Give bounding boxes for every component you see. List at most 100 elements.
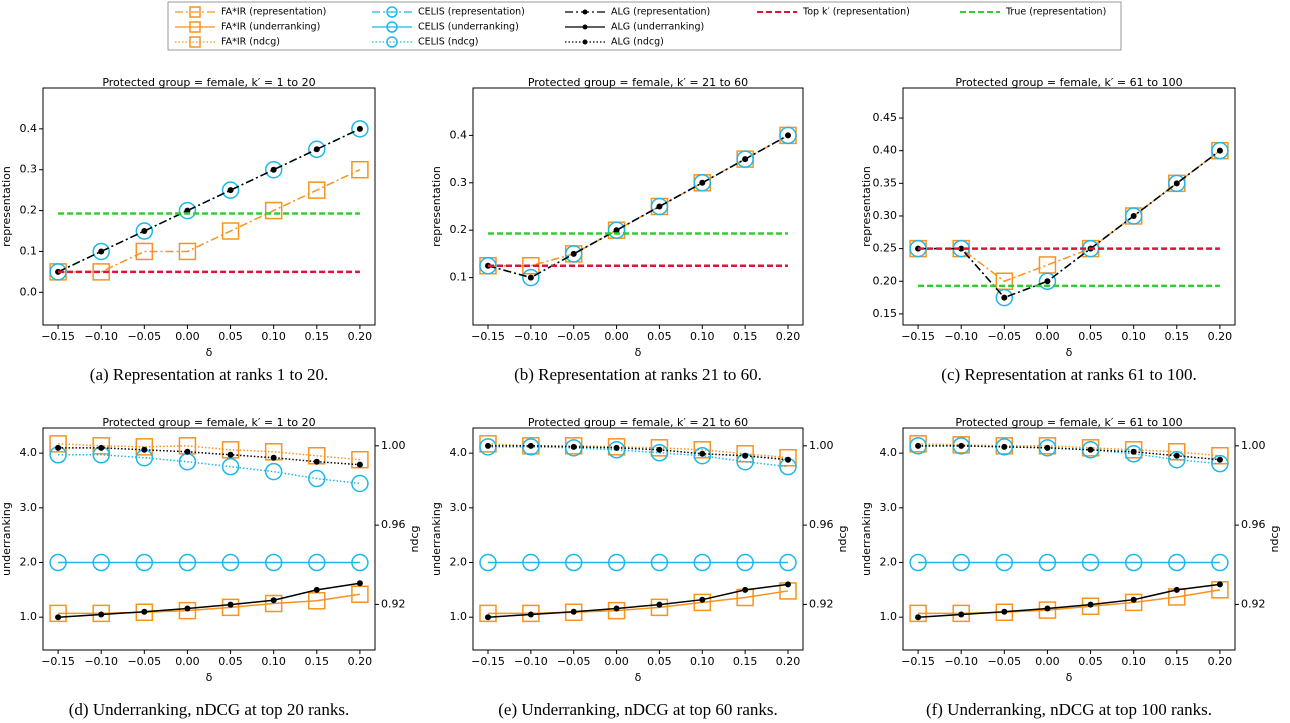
- marker: [742, 452, 749, 459]
- marker: [527, 274, 534, 281]
- x-axis-label: δ: [1066, 346, 1073, 359]
- chart-title: Protected group = female, k′ = 1 to 20: [102, 416, 315, 429]
- marker: [178, 201, 197, 220]
- x-tick-label: −0.15: [41, 330, 75, 343]
- y-axis-label: underranking: [430, 502, 443, 576]
- y-axis-label: representation: [0, 166, 13, 247]
- marker: [135, 242, 154, 261]
- x-tick-label: −0.10: [514, 330, 548, 343]
- plot-frame: [42, 427, 376, 651]
- marker: [650, 598, 669, 617]
- legend-label: CELIS (representation): [418, 7, 525, 18]
- marker: [699, 596, 706, 603]
- marker: [958, 442, 965, 449]
- series-line: [57, 128, 361, 273]
- marker: [351, 160, 369, 179]
- x-tick-label: 0.15: [733, 330, 758, 343]
- legend-label: FA*IR (underranking): [221, 22, 320, 33]
- marker: [995, 553, 1014, 572]
- y-tick-label: 2.0: [450, 556, 468, 569]
- x-tick-label: 0.10: [690, 330, 715, 343]
- marker: [141, 608, 148, 615]
- series-line: [58, 443, 360, 461]
- marker: [522, 268, 540, 287]
- y2-axis-label: ndcg: [1268, 526, 1281, 553]
- legend-label: ALG (underranking): [611, 22, 704, 33]
- y-tick-label: 0.4: [20, 122, 38, 135]
- series-line: [918, 445, 1220, 461]
- marker: [958, 245, 965, 252]
- marker: [227, 451, 234, 458]
- y2-tick-label: 0.96: [1241, 518, 1266, 531]
- marker: [270, 166, 277, 173]
- marker: [564, 553, 583, 572]
- marker: [1087, 446, 1094, 453]
- marker: [656, 203, 663, 210]
- marker: [1124, 207, 1143, 225]
- series-line: [487, 134, 789, 279]
- y2-tick-label: 0.96: [381, 518, 406, 531]
- marker: [522, 553, 540, 572]
- x-tick-label: 0.20: [348, 655, 373, 668]
- x-tick-label: 0.05: [1078, 330, 1103, 343]
- marker: [1168, 450, 1186, 469]
- marker: [736, 150, 754, 168]
- marker: [527, 442, 534, 449]
- marker: [650, 197, 669, 216]
- y-tick-label: 1.0: [20, 610, 38, 623]
- plot-frame: [902, 427, 1236, 651]
- marker: [958, 611, 965, 618]
- series-line: [918, 589, 1221, 615]
- marker: [564, 245, 583, 263]
- marker: [55, 444, 62, 451]
- x-tick-label: 0.00: [604, 655, 629, 668]
- marker: [351, 120, 369, 138]
- marker: [1038, 256, 1057, 274]
- plot-frame: [472, 87, 804, 326]
- marker: [1124, 593, 1143, 612]
- x-tick-label: −0.10: [944, 330, 978, 343]
- marker: [1001, 294, 1008, 301]
- marker: [178, 553, 197, 572]
- marker: [135, 222, 154, 240]
- x-tick-label: −0.05: [127, 330, 161, 343]
- chart-title: Protected group = female, k′ = 21 to 60: [528, 416, 748, 429]
- marker: [141, 446, 148, 453]
- y2-axis-label: ndcg: [836, 526, 849, 553]
- series-line: [488, 446, 789, 468]
- marker: [1044, 278, 1051, 285]
- marker: [178, 242, 197, 261]
- marker: [607, 601, 626, 620]
- marker: [650, 444, 669, 462]
- legend-marker: [386, 21, 398, 33]
- x-tick-label: 0.20: [1208, 655, 1233, 668]
- x-tick-label: −0.05: [127, 655, 161, 668]
- marker: [1130, 212, 1137, 219]
- marker: [570, 608, 577, 615]
- marker: [736, 553, 754, 572]
- x-tick-label: −0.15: [471, 330, 505, 343]
- x-tick-label: −0.10: [944, 655, 978, 668]
- x-tick-label: 0.00: [175, 330, 200, 343]
- chart-title: Protected group = female, k′ = 21 to 60: [528, 76, 748, 89]
- marker: [1216, 147, 1223, 154]
- marker: [656, 601, 663, 608]
- marker: [49, 604, 67, 623]
- legend-marker: [582, 9, 588, 15]
- marker: [479, 438, 497, 456]
- marker: [92, 242, 110, 261]
- marker: [742, 586, 749, 593]
- x-tick-label: −0.15: [901, 330, 935, 343]
- marker: [221, 222, 240, 240]
- marker: [1124, 445, 1143, 463]
- marker: [1038, 601, 1057, 619]
- x-tick-label: −0.05: [557, 655, 591, 668]
- marker: [485, 442, 491, 449]
- marker: [92, 437, 110, 455]
- caption: (c) Representation at ranks 61 to 100.: [941, 365, 1196, 384]
- marker: [264, 160, 283, 179]
- marker: [356, 580, 363, 587]
- marker: [693, 593, 712, 612]
- y2-tick-label: 1.00: [809, 439, 834, 452]
- legend-label: FA*IR (ndcg): [221, 37, 280, 48]
